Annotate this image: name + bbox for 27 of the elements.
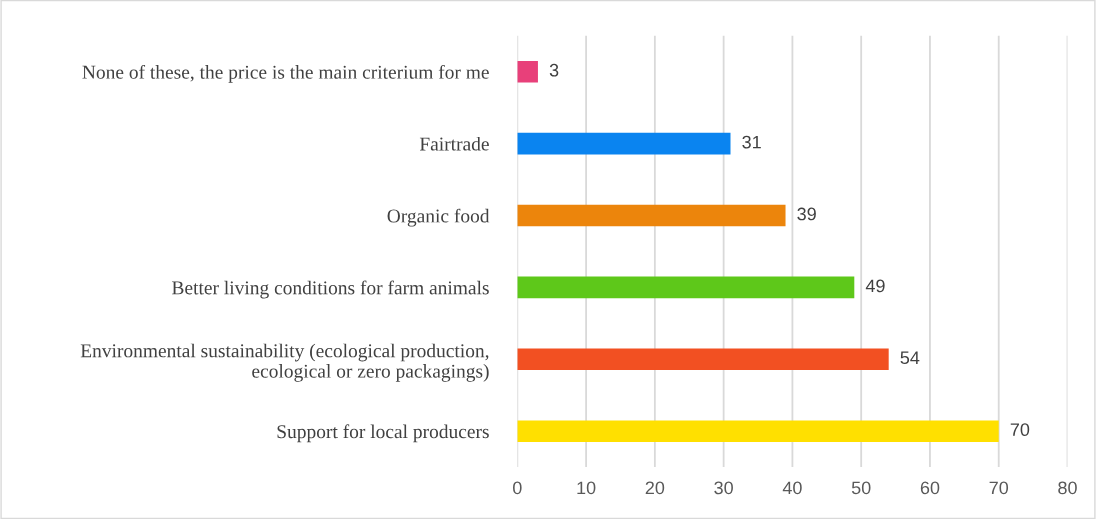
x-tick-label: 30 <box>714 481 733 495</box>
y-tick-label: Environmental sustainability (ecological production, ecological or zero packagings) <box>80 343 489 382</box>
data-label: 3 <box>549 63 559 77</box>
y-tick-label: Support for local producers <box>277 424 489 443</box>
x-tick-label: 20 <box>645 481 665 495</box>
bar <box>517 132 731 155</box>
bar <box>517 348 889 371</box>
bar <box>517 276 855 299</box>
x-tick-label: 0 <box>513 481 522 495</box>
bar <box>517 204 786 227</box>
y-tick-label: None of these, the price is the main criterium for me <box>82 64 489 83</box>
data-label: 49 <box>865 279 885 293</box>
data-label: 70 <box>1010 423 1030 437</box>
data-label: 54 <box>900 351 920 365</box>
x-tick-label: 60 <box>920 481 940 495</box>
bar <box>517 420 999 442</box>
x-tick-label: 80 <box>1058 481 1077 495</box>
y-tick-label: Organic food <box>387 208 490 227</box>
y-tick-label: Fairtrade <box>419 136 489 151</box>
data-label: 39 <box>797 207 816 221</box>
x-tick-label: 40 <box>782 481 802 495</box>
y-tick-label: Better living conditions for farm animals <box>172 280 489 299</box>
bar <box>517 60 538 83</box>
x-tick-label: 10 <box>577 481 596 495</box>
data-label: 31 <box>742 135 761 149</box>
x-tick-label: 70 <box>989 481 1009 495</box>
x-tick-label: 50 <box>851 481 871 495</box>
